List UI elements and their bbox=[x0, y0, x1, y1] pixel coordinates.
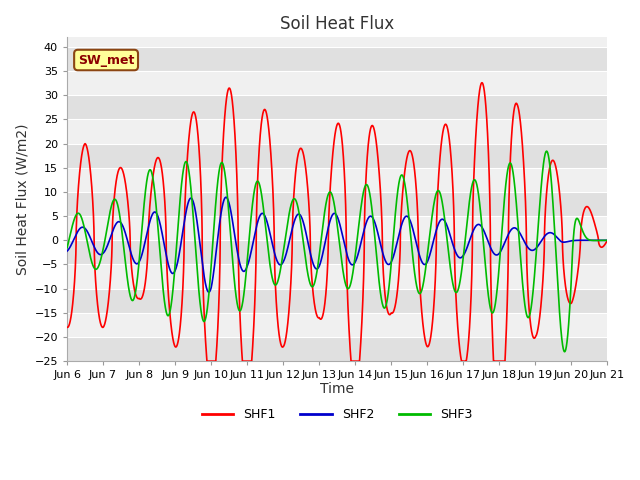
SHF3 bbox=[387, 262, 395, 267]
X-axis label: Time: Time bbox=[320, 382, 355, 396]
SHF3 bbox=[467, 192, 474, 198]
Bar bbox=[67, 216, 607, 240]
Line: SHF1: SHF1 bbox=[67, 83, 607, 361]
SHF3 bbox=[508, 162, 515, 168]
SHF2 bbox=[222, 194, 230, 200]
Bar bbox=[67, 192, 607, 216]
Title: Soil Heat Flux: Soil Heat Flux bbox=[280, 15, 394, 33]
Line: SHF3: SHF3 bbox=[67, 151, 607, 352]
SHF2 bbox=[415, 250, 422, 256]
SHF1 bbox=[161, 206, 169, 212]
SHF2 bbox=[508, 227, 515, 232]
Bar bbox=[67, 71, 607, 96]
Bar bbox=[67, 240, 607, 264]
Bar bbox=[67, 288, 607, 313]
SHF3 bbox=[269, 280, 277, 286]
SHF2 bbox=[604, 238, 611, 243]
SHF2 bbox=[270, 247, 278, 253]
Bar bbox=[67, 337, 607, 361]
SHF1 bbox=[387, 310, 395, 316]
SHF3 bbox=[604, 238, 611, 243]
Bar bbox=[67, 144, 607, 168]
Bar bbox=[67, 313, 607, 337]
Text: SW_met: SW_met bbox=[78, 54, 134, 67]
SHF2 bbox=[467, 235, 474, 241]
Bar bbox=[67, 120, 607, 144]
SHF1 bbox=[415, 254, 422, 260]
SHF2 bbox=[161, 247, 169, 253]
SHF3 bbox=[561, 349, 568, 355]
SHF3 bbox=[543, 148, 550, 154]
SHF1 bbox=[604, 238, 611, 243]
SHF3 bbox=[415, 289, 422, 295]
SHF3 bbox=[63, 245, 71, 251]
SHF1 bbox=[63, 324, 71, 330]
SHF1 bbox=[478, 80, 486, 85]
SHF3 bbox=[161, 304, 169, 310]
SHF1 bbox=[203, 358, 211, 364]
SHF1 bbox=[508, 133, 515, 139]
Bar bbox=[67, 168, 607, 192]
Bar bbox=[67, 264, 607, 288]
SHF2 bbox=[63, 248, 71, 254]
Legend: SHF1, SHF2, SHF3: SHF1, SHF2, SHF3 bbox=[197, 403, 477, 426]
Line: SHF2: SHF2 bbox=[67, 197, 607, 292]
SHF2 bbox=[388, 259, 396, 264]
Y-axis label: Soil Heat Flux (W/m2): Soil Heat Flux (W/m2) bbox=[15, 123, 29, 275]
Bar bbox=[67, 96, 607, 120]
SHF1 bbox=[270, 208, 278, 214]
SHF2 bbox=[205, 289, 212, 295]
Bar bbox=[67, 47, 607, 71]
SHF1 bbox=[467, 309, 474, 315]
